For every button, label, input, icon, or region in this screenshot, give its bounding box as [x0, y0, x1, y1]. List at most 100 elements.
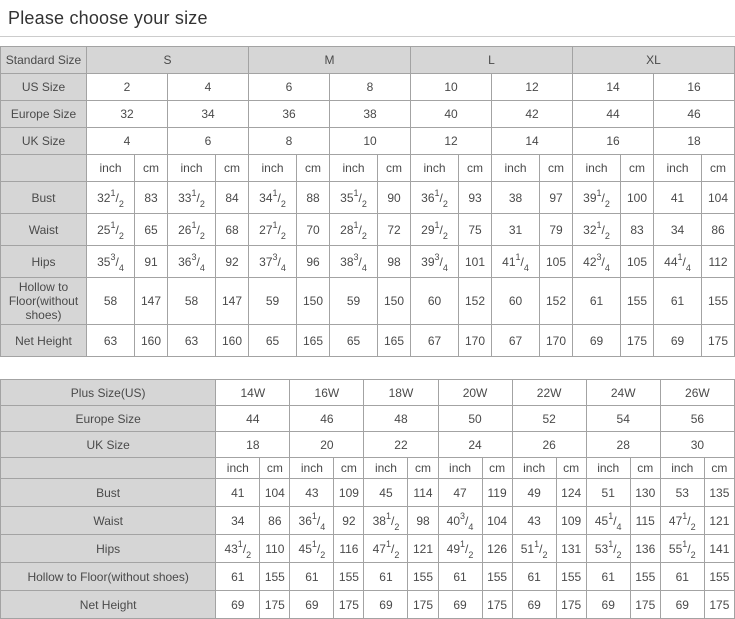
- measure-cell: 60: [491, 277, 541, 325]
- measure-cell: 60: [410, 277, 460, 325]
- measure-cell: 61: [659, 562, 705, 591]
- table-row: UK Size 18 20 22 24 26 28 30: [0, 431, 735, 458]
- measure-cell: 165: [377, 324, 412, 357]
- measure-cell: 41: [653, 181, 703, 214]
- row-label: Bust: [0, 478, 217, 507]
- table-row: Europe Size 32 34 36 38 40 42 44 46: [0, 100, 735, 128]
- row-label: Europe Size: [0, 100, 87, 128]
- size-group-cell: 18W: [363, 379, 439, 406]
- measure-cell: 331/2: [167, 181, 216, 214]
- size-cell: 42: [491, 100, 574, 128]
- size-group-cell: L: [410, 46, 574, 74]
- measure-cell: 34: [653, 213, 703, 246]
- measure-cell: 49: [511, 478, 557, 507]
- measure-cell: 271/2: [248, 213, 298, 246]
- size-group-cell: M: [248, 46, 412, 74]
- measure-cell: 92: [214, 245, 250, 278]
- measure-cell: 175: [407, 590, 439, 619]
- size-cell: 24: [437, 431, 513, 458]
- unit-cell: inch: [167, 154, 216, 182]
- measure-cell: 150: [377, 277, 412, 325]
- measure-cell: 58: [86, 277, 135, 325]
- measure-cell: 373/4: [248, 245, 298, 278]
- size-group-cell: S: [85, 46, 250, 74]
- unit-cell: cm: [377, 154, 412, 182]
- measure-cell: 175: [259, 590, 291, 619]
- measure-cell: 100: [620, 181, 655, 214]
- size-group-cell: 20W: [437, 379, 513, 406]
- unit-cell: inch: [215, 457, 261, 479]
- unit-cell: cm: [481, 457, 513, 479]
- unit-cell: cm: [539, 154, 574, 182]
- measure-cell: 471/2: [363, 534, 409, 563]
- size-cell: 44: [215, 405, 291, 432]
- row-label: Bust: [0, 181, 87, 214]
- size-cell: 6: [248, 73, 331, 101]
- table-row: Standard Size S M L XL: [0, 46, 735, 74]
- row-label: Waist: [0, 506, 217, 535]
- size-cell: 4: [86, 127, 168, 155]
- measure-cell: 170: [458, 324, 493, 357]
- measure-cell: 150: [296, 277, 331, 325]
- measure-cell: 441/4: [653, 245, 703, 278]
- measure-cell: 115: [629, 506, 661, 535]
- measure-cell: 261/2: [167, 213, 216, 246]
- measure-cell: 59: [248, 277, 298, 325]
- unit-cell: inch: [289, 457, 335, 479]
- measure-cell: 67: [410, 324, 460, 357]
- measure-cell: 68: [214, 213, 250, 246]
- measure-cell: 59: [329, 277, 379, 325]
- size-cell: 16: [653, 73, 735, 101]
- measure-cell: 341/2: [248, 181, 298, 214]
- standard-size-table: Standard Size S M L XL US Size 2 4 6 8 10 12 14 16 Eur…: [0, 46, 735, 357]
- table-row: Hollow to Floor(without shoes) 61 155 61 155…: [0, 562, 735, 591]
- measure-cell: 451/2: [289, 534, 335, 563]
- measure-cell: 147: [214, 277, 250, 325]
- measure-cell: 281/2: [329, 213, 379, 246]
- measure-cell: 58: [167, 277, 216, 325]
- measure-cell: 34: [215, 506, 261, 535]
- measure-cell: 63: [86, 324, 135, 357]
- measure-cell: 65: [134, 213, 168, 246]
- measure-cell: 363/4: [167, 245, 216, 278]
- measure-cell: 70: [296, 213, 331, 246]
- unit-cell: cm: [407, 457, 439, 479]
- measure-cell: 83: [134, 181, 168, 214]
- measure-cell: 291/2: [410, 213, 460, 246]
- unit-cell: cm: [703, 457, 735, 479]
- measure-cell: 381/2: [363, 506, 409, 535]
- measure-cell: 124: [555, 478, 587, 507]
- measure-cell: 98: [377, 245, 412, 278]
- table-row: US Size 2 4 6 8 10 12 14 16: [0, 73, 735, 101]
- measure-cell: 451/4: [585, 506, 631, 535]
- table-row: Europe Size 44 46 48 50 52 54 56: [0, 405, 735, 432]
- measure-cell: 86: [701, 213, 735, 246]
- size-cell: 38: [329, 100, 412, 128]
- size-group-cell: 16W: [289, 379, 365, 406]
- table-row: Hips 353/4 91 363/4 92 373/4 96 383/4 98 393/4 101…: [0, 245, 735, 278]
- measure-cell: 98: [407, 506, 439, 535]
- size-cell: 22: [363, 431, 439, 458]
- unit-cell: inch: [437, 457, 483, 479]
- measure-cell: 130: [629, 478, 661, 507]
- measure-cell: 43: [289, 478, 335, 507]
- size-cell: 26: [511, 431, 587, 458]
- measure-cell: 101: [458, 245, 493, 278]
- measure-cell: 88: [296, 181, 331, 214]
- measure-cell: 41: [215, 478, 261, 507]
- size-cell: 8: [248, 127, 331, 155]
- table-row: Net Height 69 175 69 175 69 175 69 175 69 175 69 175…: [0, 590, 735, 619]
- measure-cell: 105: [620, 245, 655, 278]
- row-label: Hollow to Floor(without shoes): [0, 562, 217, 591]
- measure-cell: 83: [620, 213, 655, 246]
- measure-cell: 84: [214, 181, 250, 214]
- measure-cell: 175: [703, 590, 735, 619]
- measure-cell: 104: [701, 181, 735, 214]
- measure-cell: 393/4: [410, 245, 460, 278]
- measure-cell: 61: [653, 277, 703, 325]
- measure-cell: 152: [539, 277, 574, 325]
- measure-cell: 97: [539, 181, 574, 214]
- title-divider: [0, 36, 735, 37]
- measure-cell: 136: [629, 534, 661, 563]
- measure-cell: 411/4: [491, 245, 541, 278]
